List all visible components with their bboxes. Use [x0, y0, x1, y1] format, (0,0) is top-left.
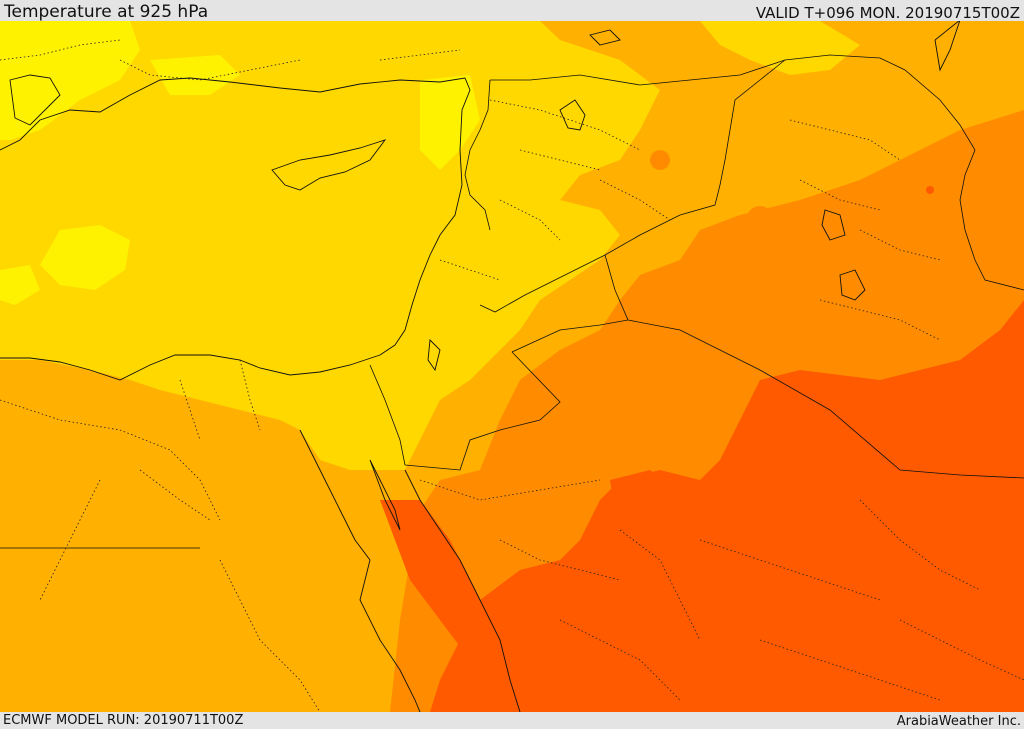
field-dark-orange — [430, 300, 1024, 712]
coastlines — [0, 21, 961, 712]
field-light-yellow-2 — [40, 225, 130, 290]
model-run: ECMWF MODEL RUN: 20190711T00Z — [3, 713, 244, 728]
field-light-yellow-3 — [150, 55, 240, 95]
field-yellow — [0, 21, 660, 470]
field-dark-orange-redsea — [380, 500, 500, 660]
field-hotspot-1 — [650, 150, 670, 170]
field-yellow-east — [700, 21, 860, 75]
footer-bar: ECMWF MODEL RUN: 20190711T00Z ArabiaWeat… — [0, 712, 1024, 729]
field-dark-orange-patch — [610, 470, 690, 535]
temperature-map[interactable] — [0, 21, 1024, 712]
field-hotspot-3 — [746, 206, 774, 234]
valid-time: VALID T+096 MON. 20190715T00Z — [755, 4, 1020, 22]
field-hotspot-2 — [926, 186, 934, 194]
field-light-yellow-4 — [420, 75, 480, 170]
header-bar: Temperature at 925 hPa VALID T+096 MON. … — [0, 0, 1024, 22]
field-light-yellow-1 — [0, 21, 140, 140]
credit-label: ArabiaWeather Inc. — [896, 714, 1021, 729]
map-title: Temperature at 925 hPa — [4, 2, 209, 22]
field-light-yellow-5 — [0, 265, 40, 305]
country-borders — [0, 54, 1024, 549]
region-borders — [0, 39, 1024, 712]
